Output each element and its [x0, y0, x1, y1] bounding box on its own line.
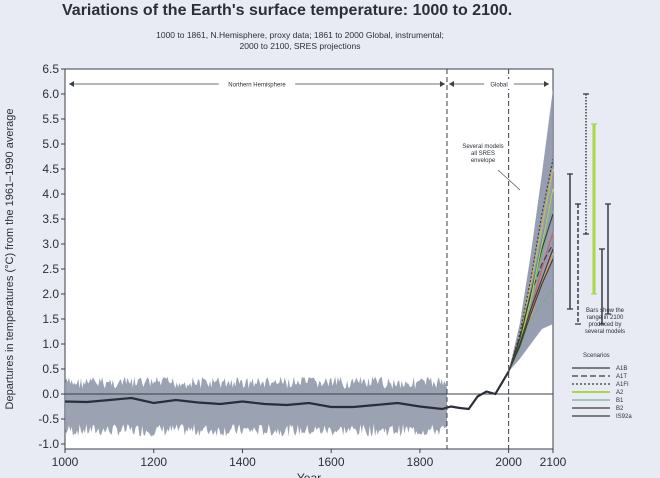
- y-tick-label: 1.0: [42, 337, 59, 351]
- x-tick-label: 1200: [140, 455, 167, 469]
- scenario-line-b2: [508, 258, 554, 372]
- chart-subtitle: 1000 to 1861, N.Hemisphere, proxy data; …: [70, 30, 530, 52]
- region-northern-hemisphere-label-bg: [218, 79, 296, 89]
- y-tick-label: 0.0: [42, 387, 59, 401]
- envelope-annotation-pointer: [497, 169, 521, 191]
- y-tick-label: 6.5: [42, 62, 59, 76]
- region-northern-hemisphere-label: Northern Hemisphere: [228, 83, 286, 89]
- region-global-label: Global: [490, 83, 507, 89]
- y-axis-label: Departures in temperatures (°C) from the…: [4, 109, 16, 410]
- bars-annotation-line: several models: [585, 329, 625, 335]
- scenario-line-a1t: [508, 243, 554, 372]
- y-tick-label: 3.5: [42, 212, 59, 226]
- region-global-arrowhead-right: [544, 81, 549, 87]
- region-global-label-bg: [484, 79, 514, 89]
- x-tick-label: 1400: [229, 455, 256, 469]
- y-tick-label: 2.5: [42, 262, 59, 276]
- projection-envelope: [508, 89, 553, 372]
- legend-label-b2: B2: [616, 406, 624, 412]
- x-axis-label: Year: [297, 471, 321, 478]
- envelope-annotation-line: envelope: [471, 158, 496, 164]
- y-tick-label: 1.5: [42, 312, 59, 326]
- y-tick-label: 4.5: [42, 162, 59, 176]
- scenario-line-b1: [508, 288, 554, 372]
- legend-title: Scenarios: [583, 353, 610, 359]
- subtitle-line-1: 1000 to 1861, N.Hemisphere, proxy data; …: [156, 30, 444, 40]
- region-northern-hemisphere-arrowhead-left: [69, 81, 74, 87]
- legend-label-is92a: IS92a: [616, 414, 632, 420]
- bars-annotation-line: produced by: [588, 322, 621, 328]
- subtitle-line-2: 2000 to 2100, SRES projections: [239, 41, 361, 51]
- x-tick-label: 1800: [407, 455, 434, 469]
- y-tick-label: -1.0: [38, 437, 59, 451]
- y-tick-label: 5.0: [42, 137, 59, 151]
- y-tick-label: 4.0: [42, 187, 59, 201]
- scenario-line-is92a: [508, 248, 554, 372]
- chart-title: Variations of the Earth's surface temper…: [62, 2, 513, 19]
- history-line: [64, 370, 510, 411]
- region-global-arrowhead-left: [448, 81, 454, 87]
- region-northern-hemisphere-arrowhead-right: [439, 81, 445, 87]
- legend-label-a2: A2: [616, 390, 624, 396]
- x-tick-label: 2000: [495, 455, 522, 469]
- history-uncertainty-band: [65, 376, 447, 437]
- y-tick-label: 3.0: [42, 237, 59, 251]
- y-tick-label: 0.5: [42, 362, 59, 376]
- envelope-annotation-line: Several models: [462, 144, 503, 150]
- x-tick-label: 1600: [318, 455, 345, 469]
- envelope-annotation-line: all SRES: [471, 151, 495, 157]
- y-tick-label: 6.0: [42, 87, 59, 101]
- legend-label-b1: B1: [616, 398, 624, 404]
- y-tick-label: 2.0: [42, 287, 59, 301]
- bars-annotation-line: range in 2100: [587, 315, 624, 321]
- y-tick-label: -0.5: [38, 412, 59, 426]
- x-tick-label: 1000: [52, 455, 79, 469]
- bars-annotation-line: Bars show the: [586, 308, 625, 314]
- legend-label-a1b: A1B: [616, 366, 627, 372]
- y-tick-label: 5.5: [42, 112, 59, 126]
- x-tick-label: 2100: [540, 455, 567, 469]
- legend-label-a1t: A1T: [616, 374, 627, 380]
- legend-label-a1fi: A1FI: [616, 382, 629, 388]
